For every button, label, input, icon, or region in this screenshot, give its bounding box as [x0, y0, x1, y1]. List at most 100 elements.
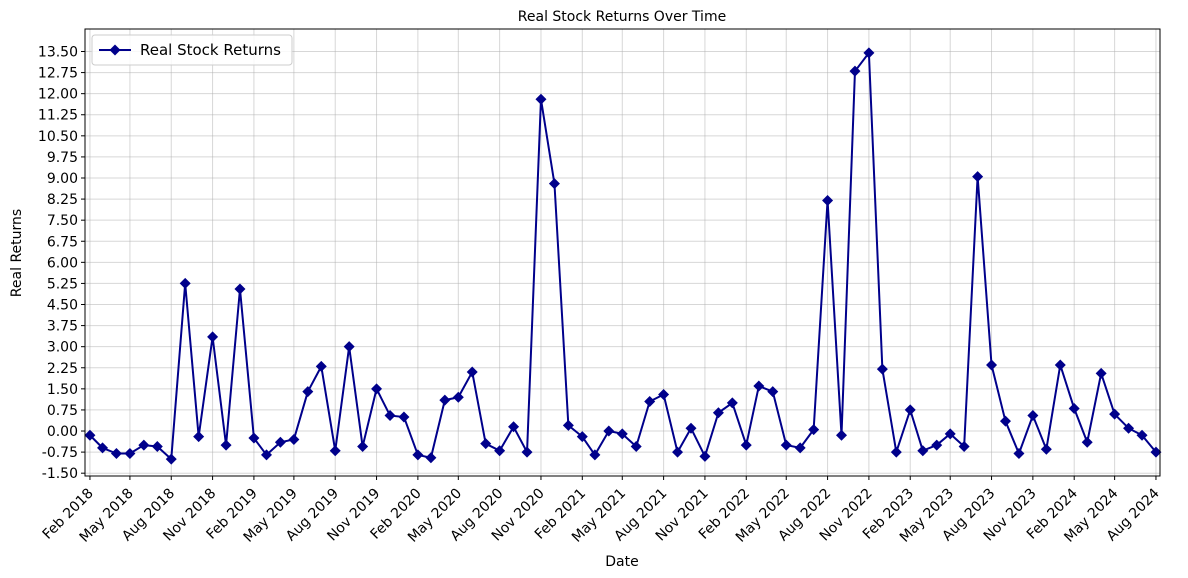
data-point [494, 445, 506, 457]
y-tick-label: 4.50 [47, 298, 78, 314]
y-axis-label: Real Returns [9, 209, 25, 297]
y-tick-label: 12.00 [38, 87, 78, 103]
data-point [726, 397, 738, 409]
data-point [260, 449, 272, 461]
data-point [548, 178, 560, 190]
data-point [315, 360, 327, 372]
grid [85, 29, 1160, 476]
data-point [603, 425, 615, 437]
data-point [1068, 403, 1080, 415]
data-point [138, 439, 150, 451]
y-tick-label: 6.75 [47, 234, 78, 250]
y-tick-label: 0.75 [47, 403, 78, 419]
y-tick-label: 9.75 [47, 150, 78, 166]
data-point [808, 424, 820, 436]
data-point [466, 366, 478, 378]
data-point [849, 65, 861, 77]
data-point [917, 445, 929, 457]
data-point [576, 431, 588, 443]
data-point [274, 436, 286, 448]
y-tick-label: 3.00 [47, 340, 78, 356]
y-tick-label: 0.00 [47, 424, 78, 440]
data-point [84, 429, 96, 441]
data-point [712, 407, 724, 419]
series-layer [84, 47, 1162, 465]
data-point [1123, 422, 1135, 434]
data-point [1095, 367, 1107, 379]
y-tick-label: 6.00 [47, 255, 78, 271]
data-point [986, 359, 998, 371]
data-point [452, 391, 464, 403]
data-point [165, 453, 177, 465]
data-point [1013, 448, 1025, 460]
data-point [521, 446, 533, 458]
data-point [193, 431, 205, 443]
data-point [110, 448, 122, 460]
data-point [630, 440, 642, 452]
data-point [944, 428, 956, 440]
data-point [207, 331, 219, 343]
y-tick-label: 3.75 [47, 319, 78, 335]
data-point [412, 449, 424, 461]
data-point [794, 442, 806, 454]
data-point [780, 439, 792, 451]
y-tick-label: 1.50 [47, 382, 78, 398]
data-point [1109, 408, 1121, 420]
chart-title: Real Stock Returns Over Time [518, 9, 726, 25]
y-tick-label: 10.50 [38, 129, 78, 145]
data-point [658, 388, 670, 400]
data-point [288, 433, 300, 445]
data-point [425, 452, 437, 464]
legend-marker-swatch [109, 44, 121, 56]
data-point [343, 341, 355, 353]
data-point [384, 410, 396, 422]
y-tick-label: 7.50 [47, 213, 78, 229]
data-point [863, 47, 875, 59]
y-tick-label: 5.25 [47, 276, 78, 292]
data-point [835, 429, 847, 441]
data-point [329, 445, 341, 457]
data-point [357, 440, 369, 452]
data-point [685, 422, 697, 434]
y-tick-label: 2.25 [47, 361, 78, 377]
data-point [371, 383, 383, 395]
data-point [124, 448, 136, 460]
data-point [1136, 429, 1148, 441]
data-point [439, 394, 451, 406]
data-point [1150, 446, 1162, 458]
x-axis-label: Date [605, 554, 638, 570]
data-point [179, 277, 191, 289]
data-point [753, 380, 765, 392]
data-point [822, 194, 834, 206]
data-point [876, 363, 888, 375]
data-point [699, 450, 711, 462]
data-point [480, 438, 492, 450]
data-point [616, 428, 628, 440]
data-point [220, 439, 232, 451]
data-point [248, 432, 260, 444]
data-point [508, 421, 520, 433]
y-tick-label: 8.25 [47, 192, 78, 208]
data-point [1040, 443, 1052, 455]
data-point [562, 419, 574, 431]
data-point [1027, 410, 1039, 422]
data-point [972, 171, 984, 183]
data-point [398, 411, 410, 423]
data-point [999, 415, 1011, 427]
legend-box [91, 34, 293, 66]
y-tick-label: -0.75 [42, 445, 78, 461]
data-point [958, 440, 970, 452]
legend-entry-label: Real Stock Returns [140, 41, 281, 59]
data-point [589, 449, 601, 461]
data-point [890, 446, 902, 458]
y-axis: -1.50 -0.75 0.00 0.75 1.50 2.25 3.00 3.75 4.50 5.… [38, 44, 85, 482]
data-point [644, 396, 656, 407]
y-tick-label: 12.75 [38, 66, 78, 82]
data-point [740, 439, 752, 451]
data-point [151, 440, 163, 452]
data-point [931, 439, 943, 451]
data-point [1054, 359, 1066, 371]
data-point [1081, 436, 1093, 448]
